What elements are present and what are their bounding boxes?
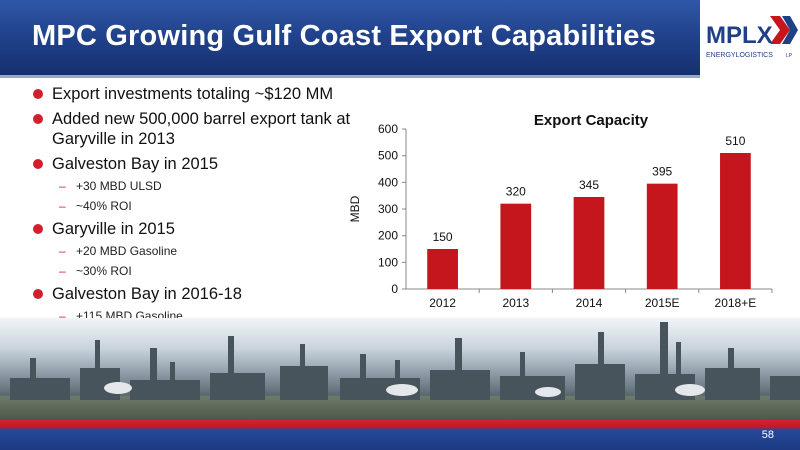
dash-icon: – bbox=[59, 264, 66, 278]
bullet-item: Export investments totaling ~$120 MM bbox=[32, 84, 362, 104]
bullet-text: Galveston Bay in 2016-18 bbox=[52, 285, 242, 303]
y-axis-label: MBD bbox=[348, 195, 362, 222]
sub-bullet-text: ~30% ROI bbox=[76, 264, 132, 278]
bullet-item: Galveston Bay in 2015 bbox=[32, 154, 362, 174]
mplx-logo: MPLX ENERGYLOGISTICS LP bbox=[700, 0, 800, 78]
logo-tagline: ENERGYLOGISTICS bbox=[706, 52, 773, 59]
data-label: 510 bbox=[725, 134, 745, 148]
bar-2018+E bbox=[720, 153, 751, 289]
dash-icon: – bbox=[59, 179, 66, 193]
export-capacity-chart: Export Capacity MBD 0 100 200 300 400 500 600 150… bbox=[348, 112, 773, 310]
footer-bar: 58 bbox=[0, 420, 800, 450]
logo-trademark: LP bbox=[786, 53, 793, 59]
data-label: 345 bbox=[579, 178, 599, 192]
page-number: 58 bbox=[761, 429, 774, 441]
bar-2015E bbox=[646, 183, 678, 289]
bullet-item: Added new 500,000 barrel export tank at … bbox=[32, 109, 362, 149]
y-tick-label: 0 bbox=[391, 282, 398, 296]
dash-icon: – bbox=[59, 199, 66, 213]
chart-title: Export Capacity bbox=[534, 112, 649, 129]
x-tick-label: 2018+E bbox=[715, 296, 757, 310]
mplx-logo-graphic: MPLX ENERGYLOGISTICS LP bbox=[706, 16, 798, 59]
y-tick-label: 300 bbox=[378, 202, 398, 216]
y-tick-label: 400 bbox=[378, 175, 398, 189]
bullet-dot-icon bbox=[33, 224, 43, 234]
y-tick-label: 600 bbox=[378, 122, 398, 136]
bullet-item: Galveston Bay in 2016-18 bbox=[32, 284, 362, 304]
bullet-text: Export investments totaling ~$120 MM bbox=[52, 85, 334, 103]
y-tick-label: 500 bbox=[378, 149, 398, 163]
bullet-text: Added new 500,000 barrel export tank at … bbox=[52, 110, 351, 148]
data-label: 150 bbox=[433, 230, 453, 244]
data-label: 320 bbox=[506, 185, 526, 199]
sub-bullet-text: +20 MBD Gasoline bbox=[76, 244, 178, 258]
dash-icon: – bbox=[59, 309, 66, 323]
y-tick-label: 100 bbox=[378, 255, 398, 269]
x-tick-label: 2012 bbox=[429, 296, 456, 310]
sub-bullet-item: – ~40% ROI bbox=[32, 199, 362, 214]
bullet-dot-icon bbox=[33, 289, 43, 299]
refinery-skyline-graphic bbox=[0, 322, 800, 420]
bar-2014 bbox=[573, 197, 605, 289]
bullet-dot-icon bbox=[33, 159, 43, 169]
bullet-dot-icon bbox=[33, 114, 43, 124]
sub-bullet-item: – ~30% ROI bbox=[32, 264, 362, 279]
x-tick-label: 2013 bbox=[502, 296, 529, 310]
refinery-photo bbox=[0, 318, 800, 420]
bar-2013 bbox=[500, 203, 532, 289]
data-label: 395 bbox=[652, 165, 672, 179]
bar-2012 bbox=[427, 249, 458, 289]
logo-mark: MPLX bbox=[706, 22, 773, 49]
bullet-item: Garyville in 2015 bbox=[32, 219, 362, 239]
x-tick-label: 2015E bbox=[645, 296, 680, 310]
x-tick-label: 2014 bbox=[576, 296, 603, 310]
bullet-text: Galveston Bay in 2015 bbox=[52, 155, 219, 173]
dash-icon: – bbox=[59, 244, 66, 258]
y-tick-label: 200 bbox=[378, 229, 398, 243]
sub-bullet-text: ~40% ROI bbox=[76, 199, 132, 213]
sub-bullet-item: – +30 MBD ULSD bbox=[32, 179, 362, 194]
bullet-dot-icon bbox=[33, 89, 43, 99]
bullet-text: Garyville in 2015 bbox=[52, 220, 175, 238]
sub-bullet-text: +30 MBD ULSD bbox=[76, 179, 162, 193]
header-banner: MPC Growing Gulf Coast Export Capabiliti… bbox=[0, 0, 800, 78]
bullet-list: Export investments totaling ~$120 MM Adde… bbox=[32, 84, 362, 349]
page-title: MPC Growing Gulf Coast Export Capabiliti… bbox=[32, 20, 656, 52]
sub-bullet-item: – +20 MBD Gasoline bbox=[32, 244, 362, 259]
